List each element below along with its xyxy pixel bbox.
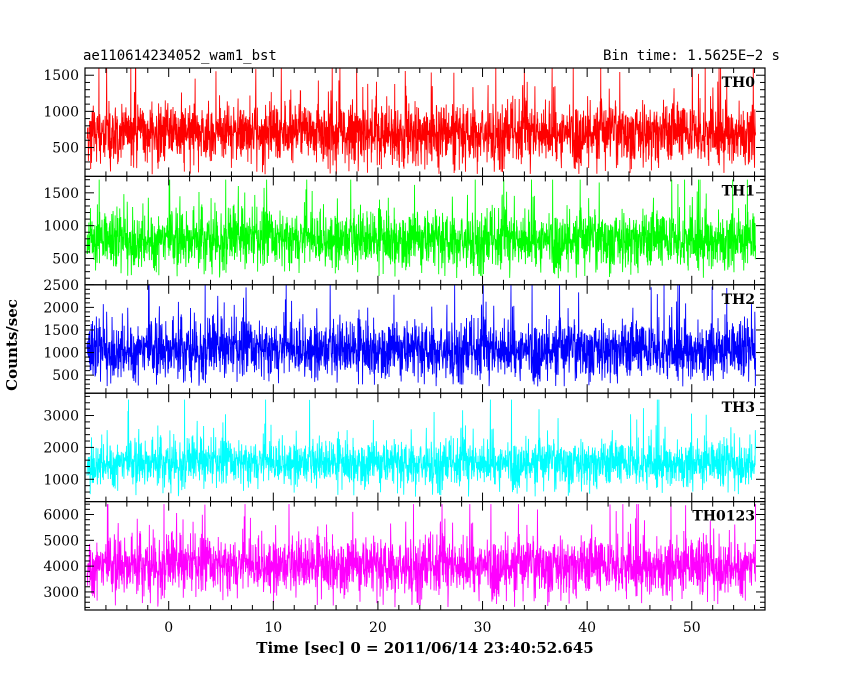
y-tick-label: 1000 bbox=[43, 219, 79, 235]
y-axis-label: Counts/sec bbox=[3, 299, 21, 391]
y-tick-label: 2500 bbox=[43, 278, 79, 294]
y-tick-label: 4000 bbox=[43, 559, 79, 575]
series-th2-line bbox=[86, 284, 757, 387]
panel-label: TH3 bbox=[722, 400, 755, 416]
y-tick-label: 1500 bbox=[43, 68, 79, 84]
y-tick-label: 1000 bbox=[43, 346, 79, 362]
x-tick-label: 0 bbox=[164, 620, 173, 636]
x-axis: 0 10 20 30 40 50 bbox=[164, 620, 700, 636]
x-tick-label: 30 bbox=[474, 620, 492, 636]
y-tick-label: 500 bbox=[52, 252, 79, 268]
y-tick-label: 1000 bbox=[43, 104, 79, 120]
panel-label: TH0 bbox=[722, 75, 756, 91]
chart-title-right: Bin time: 1.5625E−2 s bbox=[603, 48, 780, 64]
x-tick-label: 40 bbox=[578, 620, 596, 636]
y-tick-label: 1500 bbox=[43, 186, 79, 202]
panels-group: 500 1000 1500 TH0 500 1000 1500 TH1 500 1000 1500 2… bbox=[43, 67, 766, 611]
panel-label: TH1 bbox=[722, 183, 755, 199]
panel-th0: 500 1000 1500 TH0 bbox=[43, 67, 766, 178]
series-th3-line bbox=[86, 399, 757, 497]
x-tick-label: 50 bbox=[683, 620, 701, 636]
panel-th3: 1000 2000 3000 TH3 bbox=[43, 392, 766, 503]
panel-label: TH2 bbox=[722, 292, 755, 308]
x-tick-label: 20 bbox=[369, 620, 387, 636]
y-tick-label: 2000 bbox=[43, 300, 79, 316]
y-tick-label: 500 bbox=[52, 368, 79, 384]
y-tick-label: 500 bbox=[52, 140, 79, 156]
y-tick-label: 5000 bbox=[43, 533, 79, 549]
y-tick-label: 1000 bbox=[43, 472, 79, 488]
panel-th2: 500 1000 1500 2000 2500 TH2 bbox=[43, 278, 766, 394]
chart-title-left: ae110614234052_wam1_bst bbox=[83, 48, 277, 64]
y-tick-label: 3000 bbox=[43, 409, 79, 425]
y-tick-label: 2000 bbox=[43, 440, 79, 456]
panel-th0123: 3000 4000 5000 6000 TH0123 bbox=[43, 501, 766, 611]
series-th0123-line bbox=[86, 504, 757, 608]
y-tick-label: 6000 bbox=[43, 508, 79, 524]
series-th0-line bbox=[86, 68, 757, 175]
panel-th1: 500 1000 1500 TH1 bbox=[43, 175, 766, 286]
x-tick-label: 10 bbox=[264, 620, 282, 636]
series-th1-line bbox=[86, 179, 757, 279]
y-tick-label: 1500 bbox=[43, 323, 79, 339]
x-axis-label: Time [sec] 0 = 2011/06/14 23:40:52.645 bbox=[256, 639, 593, 657]
panel-label: TH0123 bbox=[692, 509, 755, 525]
y-tick-label: 3000 bbox=[43, 585, 79, 601]
